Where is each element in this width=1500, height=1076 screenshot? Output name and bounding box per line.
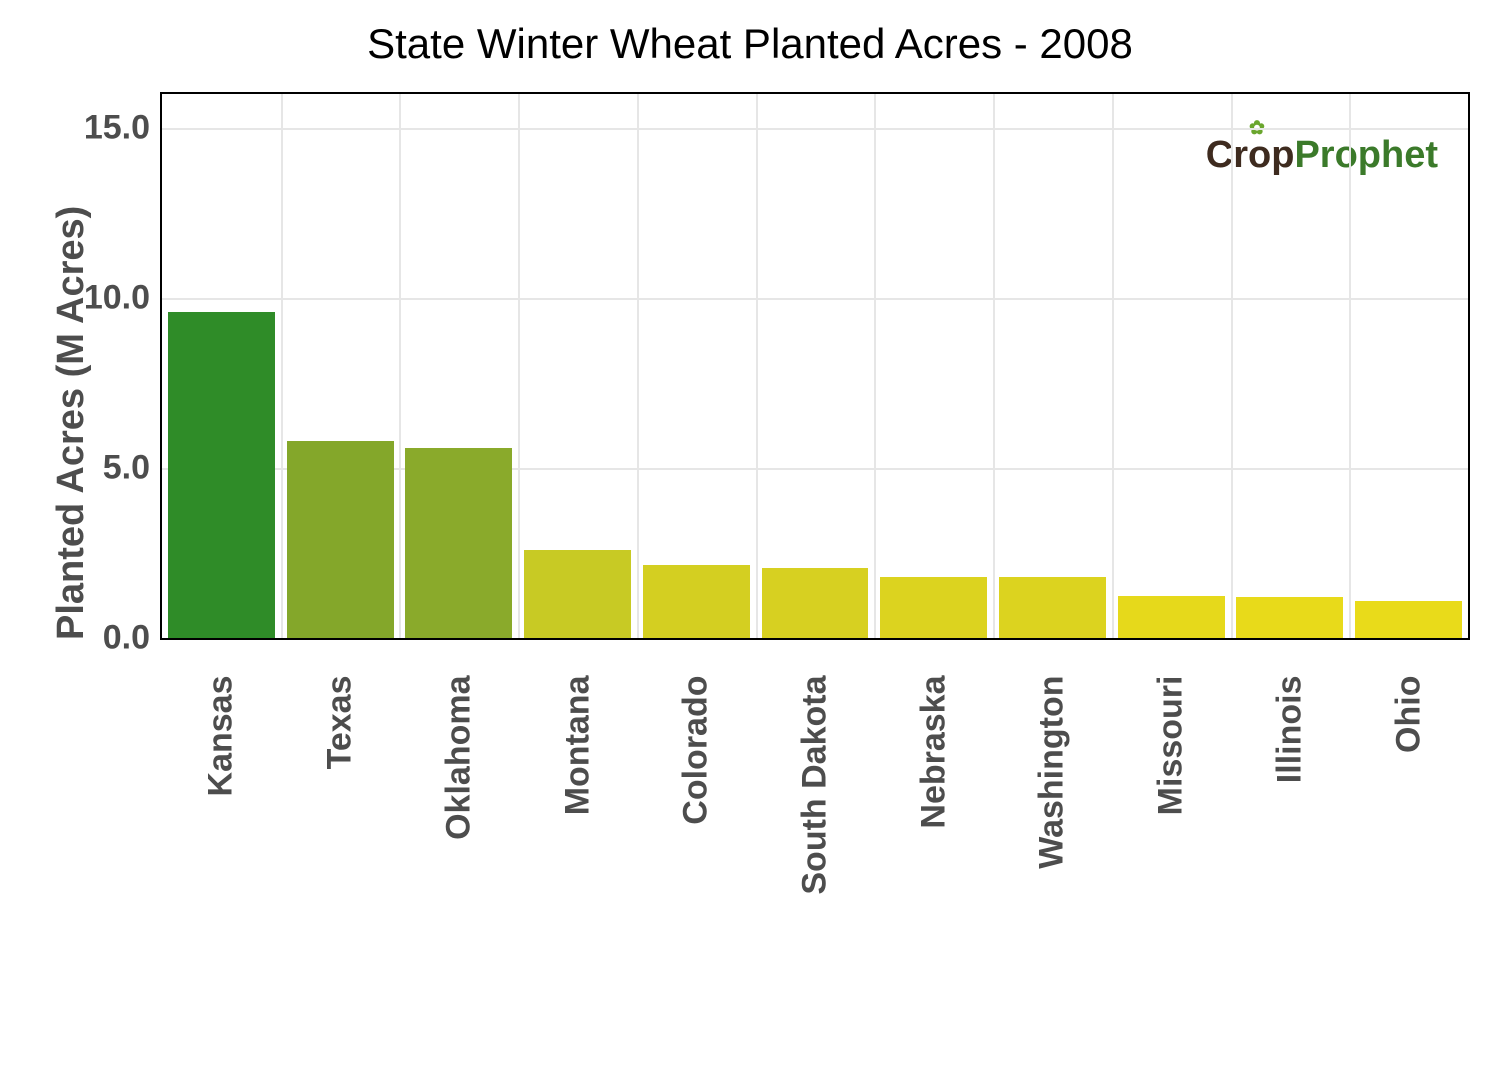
bar <box>524 550 631 638</box>
gridline-v <box>637 94 639 638</box>
chart-container: State Winter Wheat Planted Acres - 2008 … <box>0 0 1500 1050</box>
y-axis-label: Planted Acres (M Acres) <box>50 206 93 640</box>
bar <box>405 448 512 638</box>
gridline-v <box>281 94 283 638</box>
ytick-label: 15.0 <box>8 109 150 148</box>
xtick-label: Colorado <box>677 676 716 1076</box>
crop-prophet-logo: Cro✿pProphet <box>1206 134 1438 177</box>
gridline-v <box>1349 94 1351 638</box>
logo-text: Prophet <box>1294 134 1438 176</box>
bar <box>762 568 869 638</box>
bar <box>1355 601 1462 638</box>
bar <box>1118 596 1225 639</box>
xtick-label: Nebraska <box>914 676 953 1076</box>
gridline-v <box>756 94 758 638</box>
xtick-label: Texas <box>321 676 360 1076</box>
gridline-v <box>1112 94 1114 638</box>
logo-o: o✿ <box>1248 134 1271 176</box>
bar <box>999 577 1106 638</box>
chart-title: State Winter Wheat Planted Acres - 2008 <box>0 20 1500 68</box>
xtick-label: Illinois <box>1270 676 1309 1076</box>
gridline-h <box>162 298 1468 300</box>
xtick-label: Oklahoma <box>439 676 478 1076</box>
xtick-label: South Dakota <box>796 676 835 1076</box>
gridline-v <box>874 94 876 638</box>
xtick-label: Kansas <box>202 676 241 1076</box>
gridline-v <box>399 94 401 638</box>
xtick-label: Missouri <box>1152 676 1191 1076</box>
logo-text: Cr <box>1206 134 1248 176</box>
xtick-label: Ohio <box>1389 676 1428 1076</box>
bar <box>168 312 275 638</box>
bar <box>643 565 750 638</box>
gridline-v <box>1231 94 1233 638</box>
xtick-label: Montana <box>558 676 597 1076</box>
gridline-h <box>162 128 1468 130</box>
bar <box>880 577 987 638</box>
gridline-v <box>518 94 520 638</box>
xtick-label: Washington <box>1033 676 1072 1076</box>
gridline-v <box>993 94 995 638</box>
bar <box>1236 597 1343 638</box>
bar <box>287 441 394 638</box>
logo-text: p <box>1271 134 1294 176</box>
plot-area: Cro✿pProphet 0.05.010.015.0KansasTexasOk… <box>160 92 1470 640</box>
